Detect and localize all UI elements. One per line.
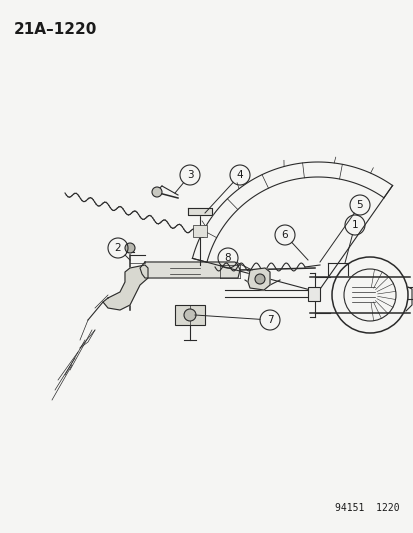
Polygon shape: [247, 268, 269, 290]
Text: 21A–1220: 21A–1220: [14, 22, 97, 37]
Polygon shape: [103, 265, 147, 310]
Text: 2: 2: [114, 243, 121, 253]
Polygon shape: [188, 208, 211, 215]
Bar: [307, 287, 319, 301]
Text: 7: 7: [266, 315, 273, 325]
Circle shape: [254, 274, 264, 284]
Text: 1: 1: [351, 220, 357, 230]
Bar: [192, 225, 206, 237]
Bar: [175, 305, 204, 325]
Text: 5: 5: [356, 200, 363, 210]
Text: 3: 3: [186, 170, 193, 180]
Circle shape: [152, 187, 161, 197]
Text: 94151  1220: 94151 1220: [335, 503, 399, 513]
Polygon shape: [140, 262, 240, 278]
Text: 8: 8: [224, 253, 231, 263]
Text: 4: 4: [236, 170, 243, 180]
Circle shape: [183, 309, 195, 321]
Text: 6: 6: [281, 230, 287, 240]
Circle shape: [125, 243, 135, 253]
